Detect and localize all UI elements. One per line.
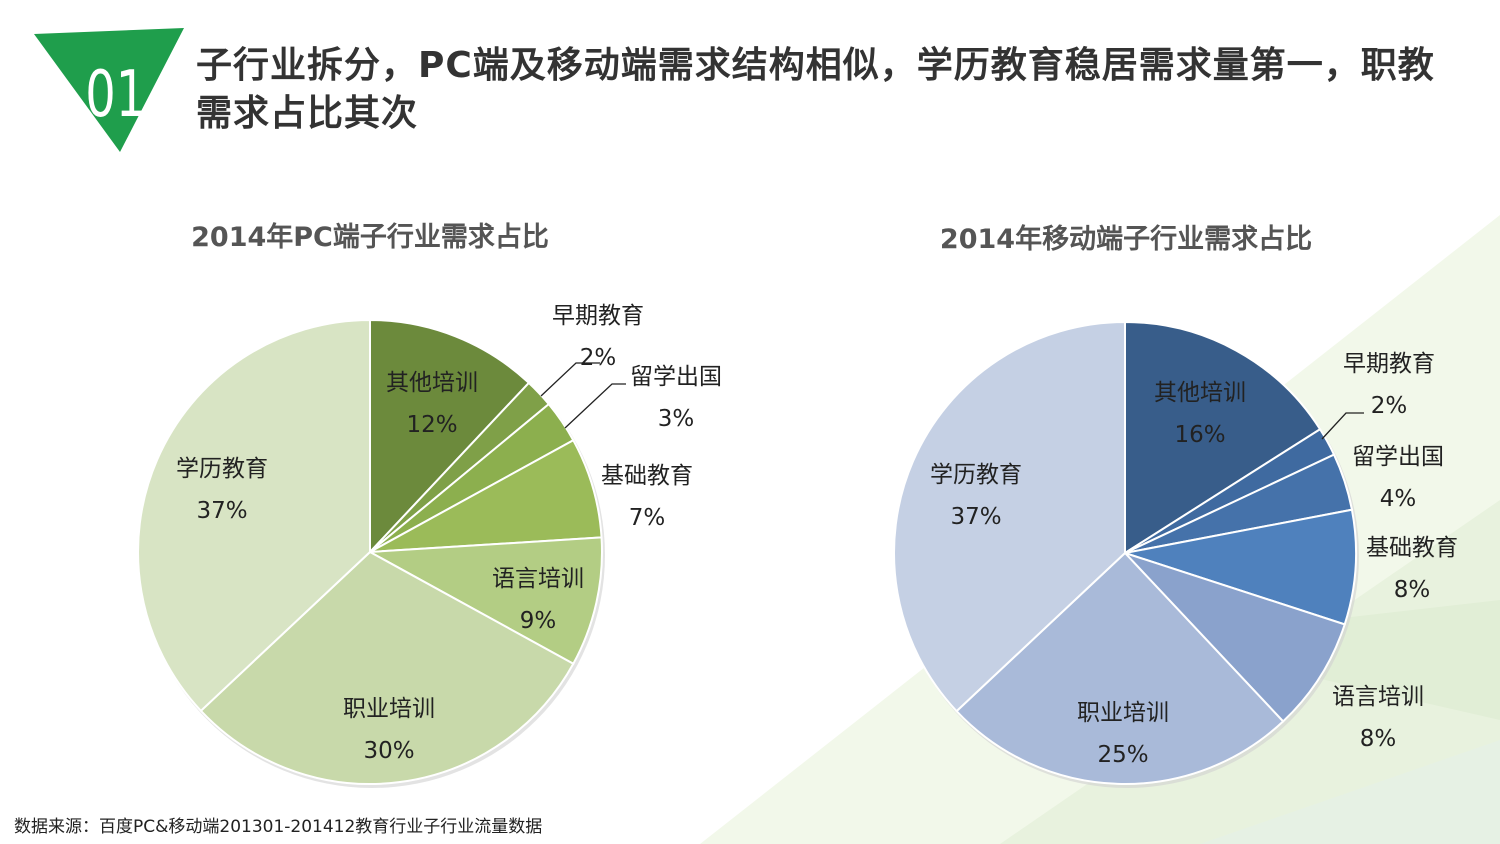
slice-label-language-training: 语言培训 <box>492 566 584 592</box>
leader-line-study-abroad <box>564 383 626 429</box>
slice-label-study-abroad: 留学出国 <box>630 364 722 390</box>
badge-number: 01 <box>85 57 146 132</box>
slice-label-academic-education: 学历教育 <box>930 462 1022 488</box>
slice-label-other-training: 其他培训 <box>386 370 478 396</box>
slice-value-vocational-training: 30% <box>363 738 414 764</box>
pie-slice-language-training[interactable] <box>1124 552 1346 723</box>
slice-label-vocational-training: 职业培训 <box>343 696 435 722</box>
slice-value-early-education: 2% <box>580 345 617 371</box>
page-title: 子行业拆分，PC端及移动端需求结构相似，学历教育稳居需求量第一，职教需求占比其次 <box>196 45 1435 134</box>
slice-label-other-training: 其他培训 <box>1154 380 1246 406</box>
slice-value-language-training: 8% <box>1360 726 1397 752</box>
slice-value-basic-education: 8% <box>1394 577 1431 603</box>
pie-slice-language-training[interactable] <box>366 536 603 666</box>
leader-line-early-education <box>1321 412 1364 440</box>
slice-label-basic-education: 基础教育 <box>601 463 693 489</box>
pie-slice-academic-education[interactable] <box>137 318 371 713</box>
slice-label-language-training: 语言培训 <box>1332 684 1424 710</box>
pie-slice-vocational-training[interactable] <box>199 550 575 785</box>
slice-value-basic-education: 7% <box>629 505 666 531</box>
bg-triangle-bottom <box>1200 740 1500 844</box>
pie-slice-other-training[interactable] <box>369 318 531 555</box>
slice-label-study-abroad: 留学出国 <box>1352 444 1444 470</box>
mobile-chart-title: 2014年移动端子行业需求占比 <box>939 224 1313 255</box>
slice-value-vocational-training: 25% <box>1097 742 1148 768</box>
slice-label-early-education: 早期教育 <box>552 303 644 329</box>
slice-value-study-abroad: 4% <box>1380 486 1417 512</box>
section-badge: 01 <box>34 28 184 152</box>
leader-line-early-education <box>540 362 600 397</box>
pc-chart-title: 2014年PC端子行业需求占比 <box>191 222 549 253</box>
pie-slice-academic-education[interactable] <box>893 320 1126 713</box>
pie-slice-basic-education[interactable] <box>369 438 603 553</box>
slice-value-academic-education: 37% <box>196 498 247 524</box>
slice-label-vocational-training: 职业培训 <box>1077 700 1169 726</box>
slice-label-basic-education: 基础教育 <box>1366 535 1458 561</box>
pie-slice-basic-education[interactable] <box>1124 508 1357 626</box>
pie-slice-other-training[interactable] <box>1124 320 1322 555</box>
slice-value-language-training: 9% <box>520 608 557 634</box>
slice-value-early-education: 2% <box>1371 393 1408 419</box>
slice-label-academic-education: 学历教育 <box>176 456 268 482</box>
data-source-note: 数据来源：百度PC&移动端201301-201412教育行业子行业流量数据 <box>14 817 543 837</box>
slice-value-other-training: 12% <box>406 412 457 438</box>
pie-slice-vocational-training[interactable] <box>955 551 1285 785</box>
slice-value-other-training: 16% <box>1174 422 1225 448</box>
badge-triangle <box>34 28 184 152</box>
slice-value-study-abroad: 3% <box>658 406 695 432</box>
slice-value-academic-education: 37% <box>950 504 1001 530</box>
slice-label-early-education: 早期教育 <box>1343 351 1435 377</box>
